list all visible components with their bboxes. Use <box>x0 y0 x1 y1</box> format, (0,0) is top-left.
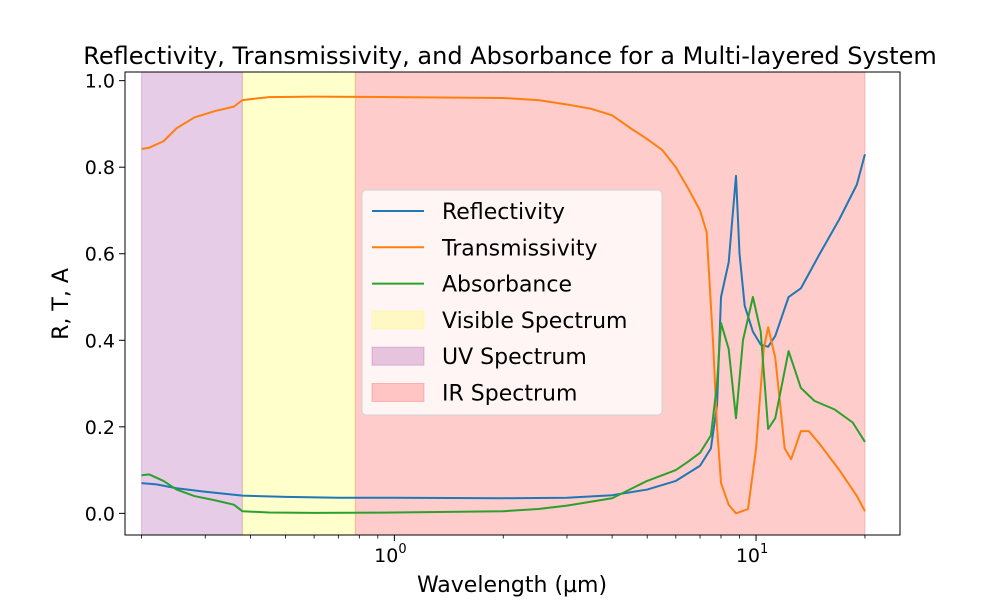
y-axis: 0.0 0.2 0.4 0.6 0.8 1.0 <box>85 71 125 525</box>
region-uv-spectrum <box>141 71 243 536</box>
legend-item-transmissivity: Transmissivity <box>372 236 598 261</box>
chart-title: Reflectivity, Transmissivity, and Absorb… <box>83 42 936 70</box>
y-tick-label: 0.6 <box>85 244 115 266</box>
legend-item-ir-spectrum: IR Spectrum <box>371 382 577 407</box>
x-axis-label: Wavelength (µm) <box>417 573 607 598</box>
y-axis-label: R, T, A <box>49 268 74 340</box>
legend-item-absorbance: Absorbance <box>372 273 572 298</box>
legend-item-reflectivity: Reflectivity <box>372 200 565 225</box>
legend-item-uv-spectrum: UV Spectrum <box>371 345 587 370</box>
y-tick-label: 0.8 <box>85 157 115 179</box>
region-visible-spectrum <box>241 71 356 536</box>
legend-swatch <box>371 383 425 402</box>
legend-label: Absorbance <box>442 273 572 298</box>
y-tick-label: 1.0 <box>85 71 115 93</box>
series-line-absorbance <box>141 296 866 514</box>
y-tick-label: 0.0 <box>85 503 115 525</box>
legend-label: Transmissivity <box>441 236 598 261</box>
legend-swatch <box>371 346 425 366</box>
series-line-transmissivity <box>141 95 866 515</box>
legend-swatch <box>371 310 425 330</box>
y-tick-label: 0.2 <box>85 417 115 439</box>
y-tick-label: 0.4 <box>85 330 115 352</box>
legend-label: IR Spectrum <box>442 382 577 407</box>
legend-label: Reflectivity <box>442 200 565 225</box>
legend-label: Visible Spectrum <box>442 309 627 334</box>
legend-item-visible-spectrum: Visible Spectrum <box>371 309 627 334</box>
legend-label: UV Spectrum <box>442 345 587 370</box>
plot-area-frame <box>124 71 901 536</box>
series-lines <box>141 95 866 515</box>
legend: Reflectivity Transmissivity Absorbance Visi… <box>361 189 663 416</box>
legend-box <box>361 189 663 416</box>
series-line-reflectivity <box>141 153 866 500</box>
